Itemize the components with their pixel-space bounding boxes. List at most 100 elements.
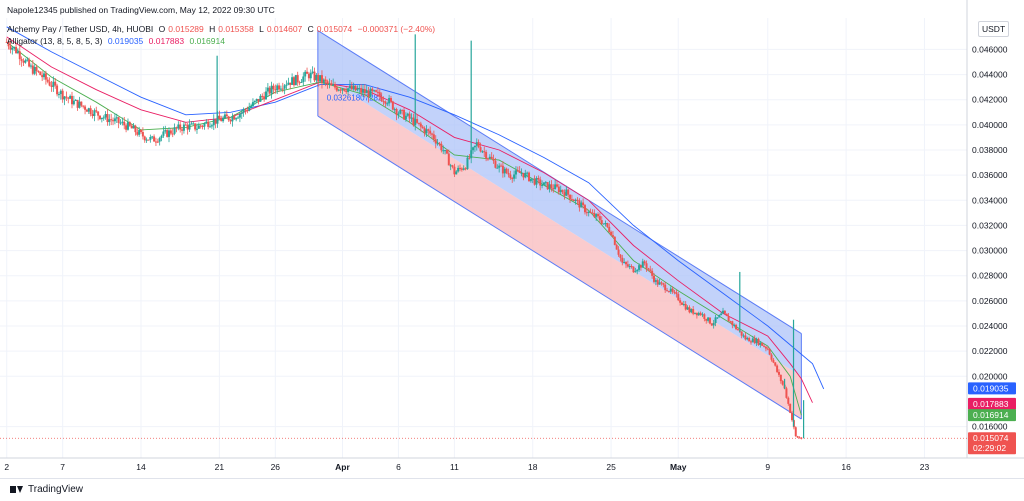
candle-body (611, 235, 614, 237)
high-label: H (209, 24, 216, 34)
candle-body (5, 41, 8, 43)
candle-body (28, 59, 31, 67)
candle-body (223, 114, 226, 118)
candle-body (154, 141, 157, 143)
candle-body (147, 139, 150, 141)
channel-upper-zone (317, 30, 802, 377)
candle-body (645, 263, 648, 269)
price-tick-label: 0.036000 (972, 170, 1008, 180)
candle-body (740, 331, 743, 336)
candle-body (151, 136, 154, 138)
time-tick-label: 6 (396, 462, 401, 472)
candle-body (143, 136, 146, 141)
candle-body (130, 125, 133, 129)
price-tick-label: 0.022000 (972, 346, 1008, 356)
candle-body (238, 113, 241, 118)
candle-body (444, 150, 447, 152)
candle-body (168, 130, 171, 137)
candle-body (175, 127, 178, 129)
candle-body (697, 312, 700, 316)
candle-body (552, 188, 555, 190)
candle-body (283, 85, 286, 89)
candle-body (785, 388, 788, 398)
candle-body (464, 168, 467, 170)
currency-badge[interactable]: USDT (978, 21, 1010, 37)
candle-body (205, 121, 208, 124)
candle-body (184, 124, 187, 126)
candle-body (759, 342, 762, 345)
candle-body (190, 123, 193, 125)
channel-bottom-line (317, 115, 802, 420)
candle-body (442, 150, 445, 152)
candle-body (192, 123, 195, 125)
candle-body (302, 76, 305, 82)
candle-body (330, 83, 333, 86)
candle-body (583, 205, 586, 213)
candle-body (777, 371, 780, 375)
price-tick-label: 0.028000 (972, 271, 1008, 281)
candle-body (749, 341, 752, 343)
candle-body (233, 116, 236, 120)
candle-body (113, 118, 116, 122)
candle-body (610, 231, 613, 236)
candle-body (608, 226, 611, 232)
candle-body (345, 90, 348, 92)
time-tick-label: Apr (335, 462, 350, 472)
candle-body (643, 261, 646, 264)
candle-body (701, 314, 704, 316)
candle-body (134, 125, 137, 133)
price-chart[interactable]: 0.03261807282 0.046000 0.044000 0.042000 0.0… (0, 0, 1024, 478)
candle-body (449, 165, 452, 167)
price-tag-label: 0.015074 (973, 433, 1009, 443)
candle-body (520, 172, 523, 174)
candle-body (125, 125, 128, 130)
candle-body (457, 167, 460, 172)
price-tick-label: 0.020000 (972, 371, 1008, 381)
price-tag-label: 0.017883 (973, 399, 1009, 409)
candle-body (460, 168, 463, 170)
candle-body (695, 312, 698, 316)
candle-body (309, 72, 312, 79)
candle-body (367, 90, 370, 97)
candle-body (201, 126, 204, 128)
candle-body (140, 130, 143, 132)
price-tick-label: 0.032000 (972, 220, 1008, 230)
candle-body (220, 119, 223, 122)
price-tick-label: 0.024000 (972, 321, 1008, 331)
price-tick-label: 0.030000 (972, 246, 1008, 256)
candle-body (462, 168, 465, 170)
candle-body (71, 95, 74, 105)
candle-body (18, 51, 21, 60)
candle-body (371, 88, 374, 92)
candle-body (287, 82, 290, 85)
candle-body (490, 156, 493, 159)
candle-body (326, 81, 329, 85)
candle-body (669, 288, 672, 292)
candle-body (567, 189, 570, 195)
tradingview-brand[interactable]: TradingView (10, 484, 83, 495)
indicator-name: Alligator (13, 8, 5, 8, 5, 3) (7, 36, 103, 46)
candle-body (412, 117, 415, 126)
candle-body (360, 88, 363, 93)
candle-body (744, 335, 747, 340)
candle-body (440, 143, 443, 151)
candle-body (43, 73, 46, 78)
candle-body (246, 110, 249, 112)
candle-body (56, 85, 59, 95)
candle-body (723, 310, 726, 314)
low-label: L (259, 24, 264, 34)
candle-body (595, 214, 598, 217)
price-tick-label: 0.042000 (972, 95, 1008, 105)
candle-body (307, 73, 310, 79)
candle-body (380, 96, 383, 102)
candle-body (621, 257, 624, 263)
price-tag (968, 397, 1016, 410)
candle-body (492, 158, 495, 161)
candle-body (555, 184, 558, 187)
candle-body (386, 103, 389, 105)
candle-body (798, 437, 801, 439)
candle-body (794, 427, 797, 437)
time-tick-label: 25 (606, 462, 616, 472)
candle-body (22, 60, 25, 63)
candle-body (48, 81, 51, 86)
